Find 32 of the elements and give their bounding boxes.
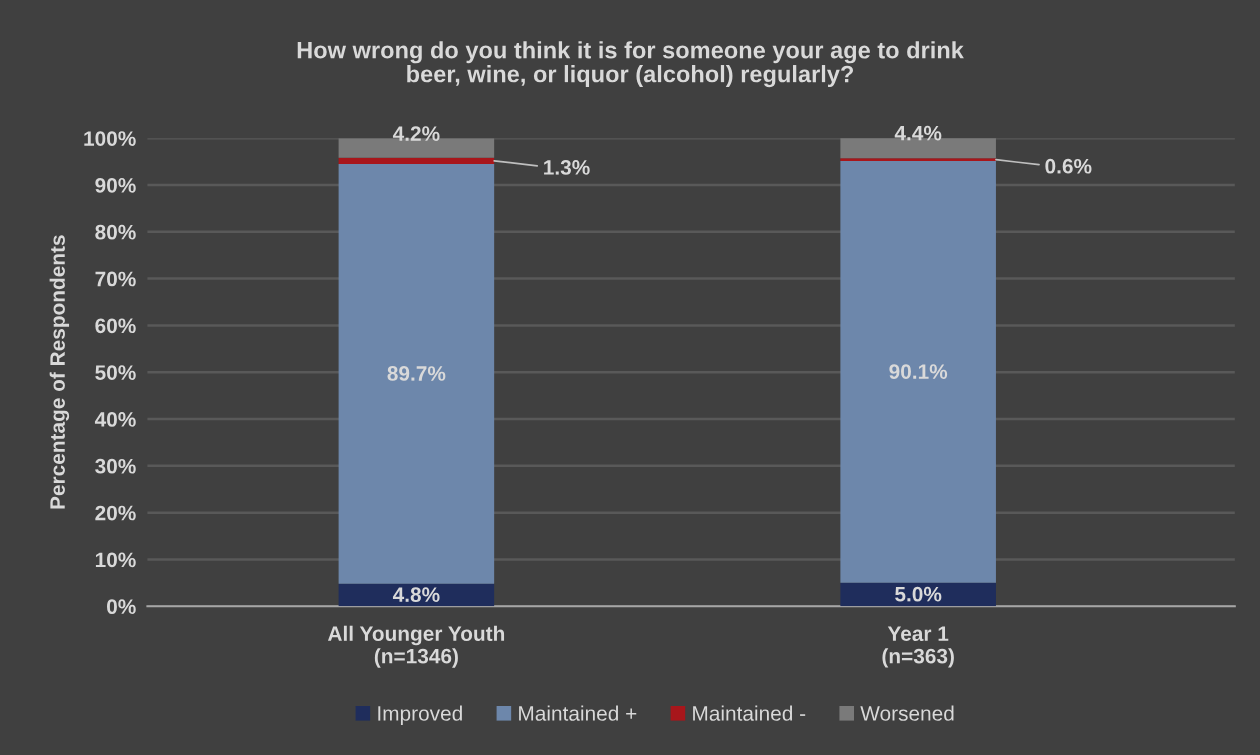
data-label: 5.0% bbox=[895, 586, 942, 602]
data-label: 0.6% bbox=[1045, 158, 1092, 174]
legend-label: Maintained + bbox=[519, 705, 637, 721]
bar bbox=[338, 163, 495, 584]
bar bbox=[840, 582, 996, 607]
legend-label: Maintained - bbox=[693, 705, 806, 721]
bar bbox=[840, 158, 996, 162]
y-tick-label: 70% bbox=[95, 271, 136, 287]
data-label: 1.3% bbox=[544, 160, 590, 175]
y-tick-label: 50% bbox=[95, 365, 136, 380]
data-label: 90.1% bbox=[889, 364, 948, 379]
y-tick-label: 80% bbox=[95, 224, 136, 240]
x-tick-label: All Younger Youth (n=1346) bbox=[327, 625, 505, 668]
y-tick-label: 0% bbox=[107, 599, 136, 615]
y-tick-label: 30% bbox=[95, 458, 136, 474]
y-tick-label: 20% bbox=[95, 505, 136, 521]
data-label: 4.8% bbox=[392, 587, 440, 603]
y-tick-label: 90% bbox=[95, 177, 136, 193]
y-tick-label: 100% bbox=[84, 131, 136, 146]
legend-label: Worsened bbox=[860, 705, 954, 721]
x-tick-label: Year 1 (n=363) bbox=[882, 626, 954, 668]
bar bbox=[338, 157, 495, 164]
chart-title: How wrong do you think it is for someone your age to drink beer, wine, or liquor (alcohol) regularly? bbox=[297, 41, 964, 88]
y-tick-label: 60% bbox=[95, 318, 136, 334]
y-tick-label: 40% bbox=[94, 412, 136, 427]
data-label: 89.7% bbox=[387, 366, 446, 381]
bar bbox=[840, 161, 996, 583]
legend-label: Improved bbox=[378, 705, 462, 725]
y-axis-title: Percentage of Respondents bbox=[49, 235, 70, 509]
data-label: 4.4% bbox=[894, 125, 942, 141]
data-label: 4.2% bbox=[392, 126, 440, 141]
y-tick-label: 10% bbox=[95, 552, 136, 568]
